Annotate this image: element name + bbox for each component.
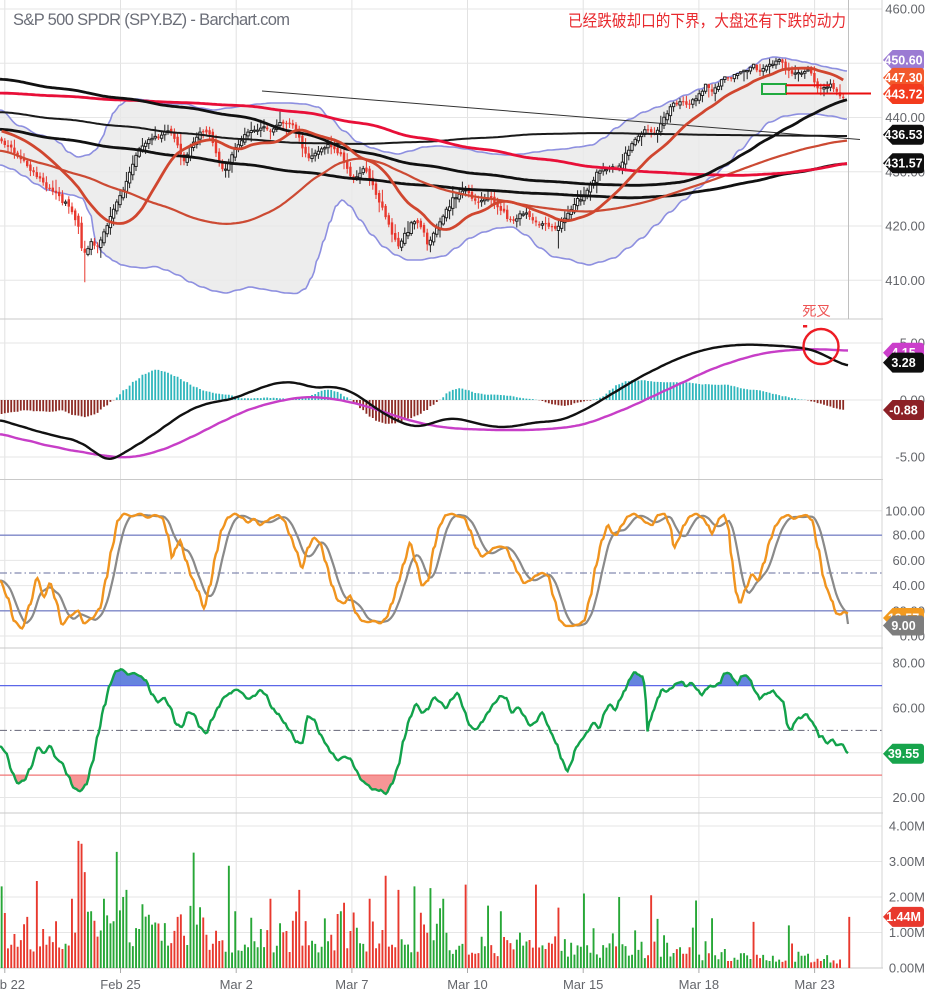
svg-text:1.00M: 1.00M	[889, 925, 925, 940]
svg-text:450.60: 450.60	[884, 53, 922, 67]
svg-text:436.53: 436.53	[884, 128, 922, 142]
svg-text:431.57: 431.57	[884, 157, 922, 171]
svg-text:443.72: 443.72	[884, 87, 922, 101]
svg-text:9.00: 9.00	[891, 619, 915, 633]
svg-text:Feb 25: Feb 25	[100, 977, 140, 992]
svg-text:60.00: 60.00	[892, 701, 925, 716]
svg-text:80.00: 80.00	[892, 656, 925, 671]
svg-text:Mar 10: Mar 10	[447, 977, 487, 992]
svg-text:410.00: 410.00	[885, 273, 925, 288]
svg-text:Mar 2: Mar 2	[220, 977, 253, 992]
svg-text:-5.00: -5.00	[895, 450, 925, 465]
svg-text:2.00M: 2.00M	[889, 890, 925, 905]
svg-text:440.00: 440.00	[885, 110, 925, 125]
svg-text:20.00: 20.00	[892, 790, 925, 805]
svg-text:39.55: 39.55	[888, 747, 919, 761]
svg-text:1.44M: 1.44M	[886, 910, 921, 924]
svg-text:Mar 15: Mar 15	[563, 977, 603, 992]
svg-text:3.00M: 3.00M	[889, 854, 925, 869]
svg-text:100.00: 100.00	[885, 503, 925, 518]
svg-text:S&P 500 SPDR (SPY.BZ) - Barcha: S&P 500 SPDR (SPY.BZ) - Barchart.com	[13, 11, 290, 29]
svg-text:80.00: 80.00	[892, 528, 925, 543]
svg-text:447.30: 447.30	[884, 71, 922, 85]
svg-text:0.00M: 0.00M	[889, 961, 925, 976]
svg-text:60.00: 60.00	[892, 553, 925, 568]
svg-text:Mar 23: Mar 23	[794, 977, 834, 992]
svg-text:Mar 7: Mar 7	[335, 977, 368, 992]
svg-text:460.00: 460.00	[885, 2, 925, 17]
svg-text:已经跌破却口的下界，大盘还有下跌的动力: 已经跌破却口的下界，大盘还有下跌的动力	[568, 12, 846, 31]
svg-text:4.00M: 4.00M	[889, 819, 925, 834]
svg-text:3.28: 3.28	[891, 356, 915, 370]
svg-text:死叉: 死叉	[802, 303, 831, 319]
svg-text:Mar 18: Mar 18	[679, 977, 719, 992]
svg-text:-0.88: -0.88	[889, 403, 918, 417]
svg-text:Feb 22: Feb 22	[0, 977, 25, 992]
svg-text:420.00: 420.00	[885, 219, 925, 234]
svg-text:40.00: 40.00	[892, 578, 925, 593]
